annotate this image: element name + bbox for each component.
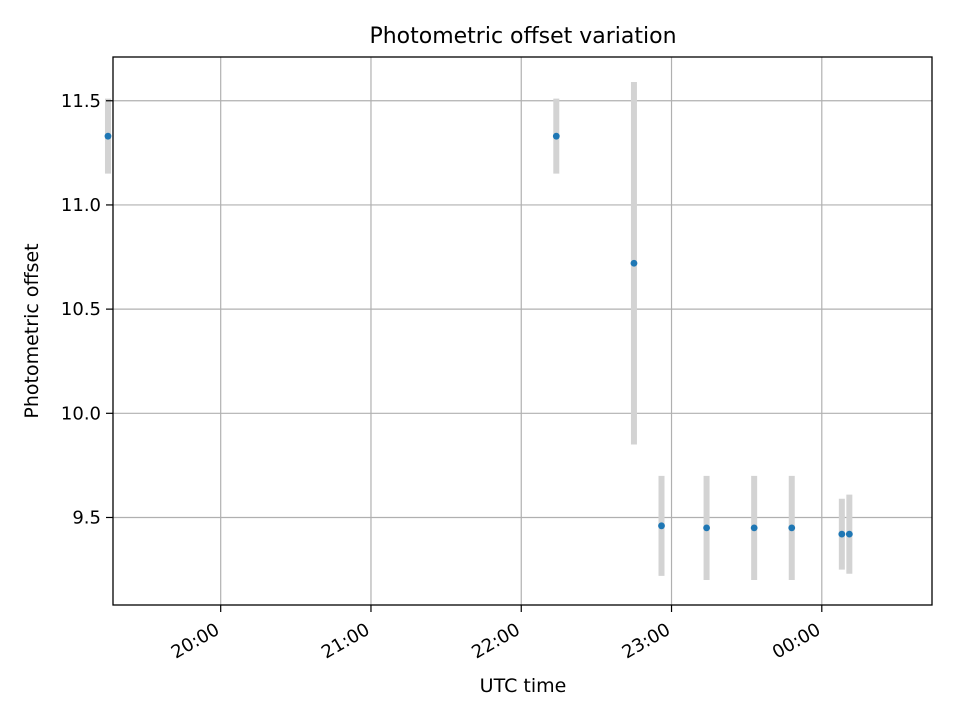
x-tick-label: 21:00 bbox=[318, 619, 373, 663]
data-point bbox=[630, 259, 638, 267]
data-points bbox=[104, 132, 853, 538]
x-axis-label: UTC time bbox=[480, 675, 567, 697]
plot-frame bbox=[112, 56, 933, 606]
y-tick-label: 11.5 bbox=[61, 91, 101, 112]
data-point bbox=[838, 530, 846, 538]
x-tick-label: 22:00 bbox=[468, 619, 523, 663]
x-tick-label: 23:00 bbox=[619, 619, 674, 663]
y-tick-label: 10.0 bbox=[61, 403, 101, 424]
y-tick-label: 9.5 bbox=[72, 507, 101, 528]
data-point bbox=[845, 530, 853, 538]
y-tick-label: 10.5 bbox=[61, 299, 101, 320]
grid bbox=[113, 57, 932, 605]
error-bars bbox=[104, 82, 853, 580]
chart-title: Photometric offset variation bbox=[369, 24, 676, 49]
y-axis-ticks: 9.5 10.0 10.5 11.0 11.5 bbox=[61, 91, 113, 528]
x-tick-label: 00:00 bbox=[769, 619, 824, 663]
data-point bbox=[788, 524, 796, 532]
y-axis-label: Photometric offset bbox=[21, 243, 43, 418]
data-point bbox=[552, 132, 560, 140]
x-tick-label: 20:00 bbox=[168, 619, 223, 663]
x-axis-ticks: 20:00 21:00 22:00 23:00 00:00 bbox=[168, 605, 824, 663]
data-point bbox=[703, 524, 710, 532]
data-point bbox=[658, 522, 665, 530]
data-point bbox=[750, 524, 758, 532]
data-point bbox=[104, 132, 112, 140]
y-tick-label: 11.0 bbox=[61, 195, 101, 216]
